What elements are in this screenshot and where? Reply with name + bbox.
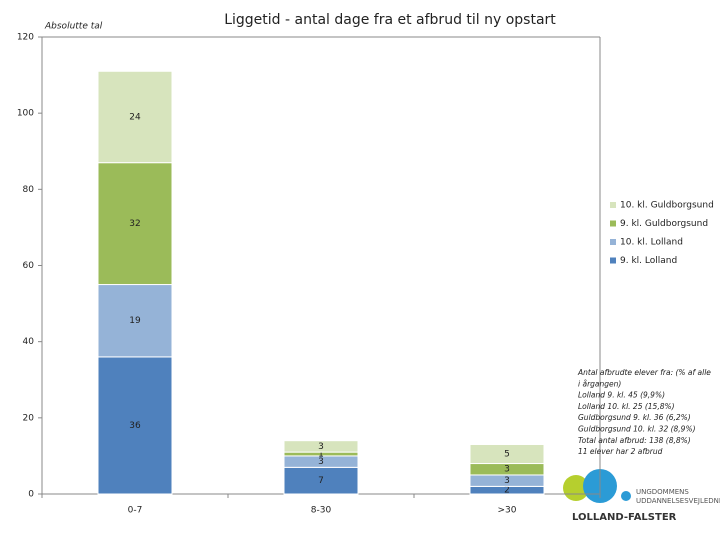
annotation: Guldborgsund 10. kl. 32 (8,9%) xyxy=(578,425,696,434)
data-label: 3 xyxy=(504,465,510,475)
data-label: 3 xyxy=(318,442,324,452)
bar-segment xyxy=(283,440,359,453)
annotation: Lolland 10. kl. 25 (15,8%) xyxy=(578,402,675,411)
data-label: 1 xyxy=(318,450,324,460)
logo-dot xyxy=(621,491,631,501)
annotation: i årgangen) xyxy=(578,379,621,388)
legend-swatch xyxy=(610,202,616,208)
bar-segment xyxy=(97,70,173,164)
annotation: Total antal afbrud: 138 (8,8%) xyxy=(578,436,691,445)
bar-segment xyxy=(97,356,173,495)
y-tick-label: 100 xyxy=(17,109,34,119)
bar-segment xyxy=(97,284,173,358)
data-label: 3 xyxy=(504,476,510,486)
legend-swatch xyxy=(610,220,616,227)
data-label: 5 xyxy=(504,450,510,460)
legend-swatch xyxy=(610,257,616,264)
data-label: 36 xyxy=(129,421,141,431)
bar-segment xyxy=(283,466,359,495)
logo-text: UNGDOMMENS xyxy=(636,488,689,496)
bar-segment xyxy=(97,162,173,286)
data-label: 7 xyxy=(318,476,324,486)
chart-title: Liggetid - antal dage fra et afbrud til … xyxy=(224,12,556,28)
annotation: Antal afbrudte elever fra: (% af alle xyxy=(577,368,711,377)
logo-text: UDDANNELSESVEJLEDNING xyxy=(636,497,720,505)
legend-swatch xyxy=(610,239,616,245)
y-tick-label: 120 xyxy=(17,33,34,43)
data-label: 3 xyxy=(318,457,324,467)
y-axis-label: Absolutte tal xyxy=(44,22,103,32)
x-tick-label: >30 xyxy=(498,506,517,516)
data-label: 19 xyxy=(129,316,141,326)
legend-label: 9. kl. Lolland xyxy=(620,256,677,266)
legend-label: 10. kl. Guldborgsund xyxy=(620,201,714,211)
annotation: Guldborgsund 9. kl. 36 (6,2%) xyxy=(578,413,691,422)
logo: UNGDOMMENS UDDANNELSESVEJLEDNING LOLLAND… xyxy=(563,469,720,523)
data-label: 24 xyxy=(129,112,141,122)
logo-text: LOLLAND-FALSTER xyxy=(572,512,677,523)
x-tick-label: 8-30 xyxy=(311,506,332,516)
annotation: 11 elever har 2 afbrud xyxy=(578,447,663,456)
annotation: Lolland 9. kl. 45 (9,9%) xyxy=(578,391,665,400)
data-label: 32 xyxy=(129,219,140,229)
legend-label: 9. kl. Guldborgsund xyxy=(620,219,708,229)
x-tick-label: 0-7 xyxy=(128,506,143,516)
y-tick-label: 0 xyxy=(28,490,34,500)
y-tick-label: 60 xyxy=(23,261,35,271)
bar-segment xyxy=(469,443,545,465)
y-tick-label: 80 xyxy=(23,185,35,195)
y-tick-label: 40 xyxy=(23,337,35,347)
legend-label: 10. kl. Lolland xyxy=(620,238,683,248)
data-label: 2 xyxy=(504,486,510,496)
y-tick-label: 20 xyxy=(23,413,35,423)
